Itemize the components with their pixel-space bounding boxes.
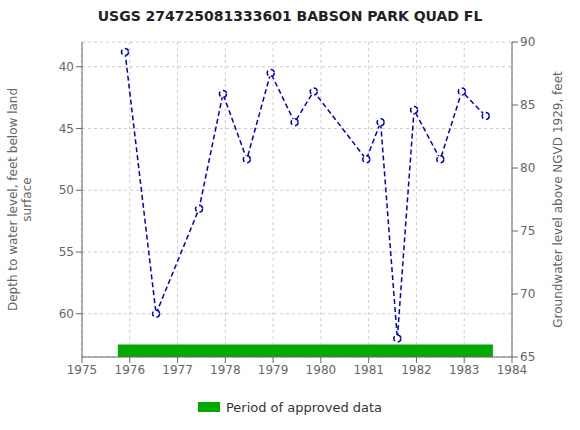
svg-text:70: 70 — [520, 287, 535, 301]
svg-text:40: 40 — [59, 60, 74, 74]
svg-text:1979: 1979 — [258, 363, 289, 377]
svg-text:1980: 1980 — [306, 363, 337, 377]
svg-text:60: 60 — [59, 307, 74, 321]
svg-text:1981: 1981 — [353, 363, 384, 377]
svg-text:Groundwater level above NGVD 1: Groundwater level above NGVD 1929, feet — [551, 71, 565, 328]
svg-text:50: 50 — [59, 183, 74, 197]
svg-text:75: 75 — [520, 224, 535, 238]
svg-text:Depth to water level, feet bel: Depth to water level, feet below landsur… — [6, 88, 34, 311]
svg-text:55: 55 — [59, 245, 74, 259]
svg-text:85: 85 — [520, 98, 535, 112]
svg-text:65: 65 — [520, 350, 535, 364]
svg-text:1984: 1984 — [497, 363, 528, 377]
svg-text:45: 45 — [59, 122, 74, 136]
svg-text:1982: 1982 — [401, 363, 432, 377]
svg-text:80: 80 — [520, 161, 535, 175]
svg-text:1976: 1976 — [115, 363, 146, 377]
html-text:Period of approved data: Period of approved data — [225, 399, 383, 415]
svg-text:90: 90 — [520, 35, 535, 49]
svg-text:1975: 1975 — [67, 363, 98, 377]
svg-text:1983: 1983 — [449, 363, 480, 377]
svg-text:1978: 1978 — [210, 363, 241, 377]
svg-text:1977: 1977 — [162, 363, 193, 377]
html-text:USGS 274725081333601 BABSON PA: USGS 274725081333601 BABSON PARK QUAD FL — [97, 8, 483, 24]
